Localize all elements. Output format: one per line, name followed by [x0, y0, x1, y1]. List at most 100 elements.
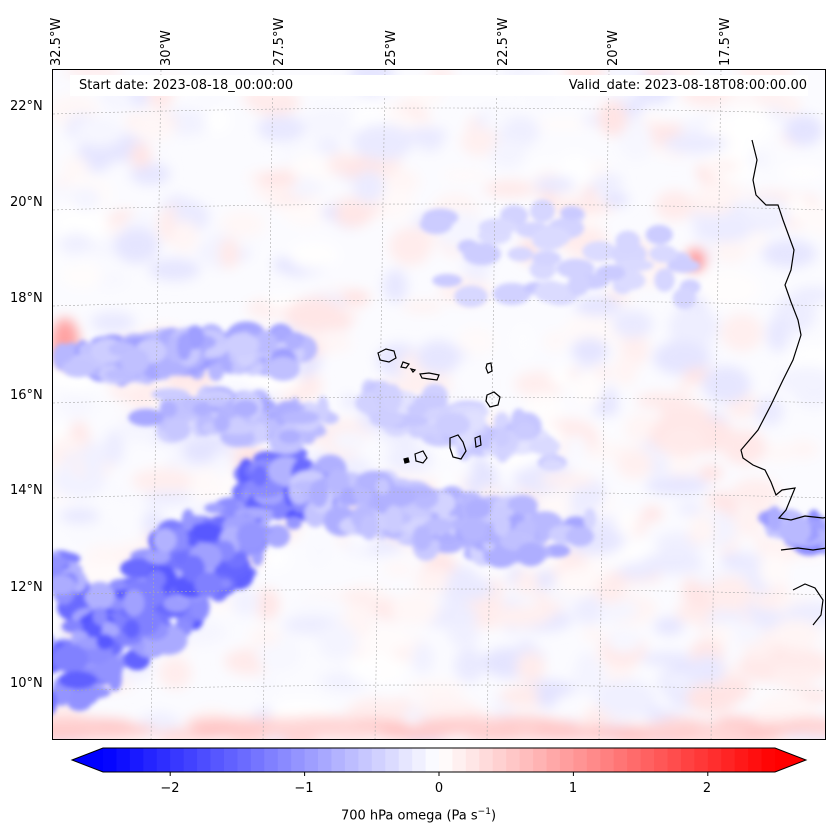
omega-cell: [616, 448, 653, 479]
omega-cell: [253, 331, 278, 355]
omega-cell: [177, 332, 192, 361]
omega-cell: [123, 619, 140, 639]
gambia-coastline: [780, 547, 825, 551]
lat-label-18n: 18°N: [10, 291, 43, 306]
omega-cell: [146, 138, 169, 159]
omega-cell: [53, 691, 58, 714]
omega-cell: [369, 410, 404, 428]
omega-cell: [420, 214, 453, 235]
omega-cell: [384, 505, 403, 534]
lon-label-32-5w: 32.5°W: [49, 17, 64, 66]
omega-cell: [709, 240, 749, 264]
omega-cell: [130, 143, 152, 168]
omega-cell: [512, 323, 534, 361]
omega-cell: [493, 513, 511, 537]
colorbar-tick-label: 2: [702, 781, 712, 796]
coastline: [377, 139, 825, 626]
colorbar-swatch: [748, 748, 763, 772]
colorbar-tick-marks: [169, 772, 709, 776]
colorbar-swatch: [264, 748, 279, 772]
omega-cell: [780, 165, 825, 181]
omega-cell: [543, 331, 567, 352]
omega-cell: [334, 202, 373, 227]
omega-cell: [615, 258, 654, 272]
omega-cell: [764, 443, 794, 463]
omega-cell: [74, 117, 124, 148]
omega-cell: [660, 424, 706, 458]
omega-cell: [207, 360, 224, 382]
colorbar-swatches: [103, 748, 776, 772]
omega-cell: [204, 503, 225, 514]
omega-cell: [532, 226, 571, 248]
omega-cell: [160, 401, 178, 418]
omega-cell: [556, 258, 595, 279]
africa-coastline: [740, 139, 825, 521]
header-background: [70, 75, 808, 96]
omega-cell: [706, 159, 741, 173]
lat-label-14n: 14°N: [10, 483, 43, 498]
omega-cell: [582, 241, 617, 262]
omega-cell: [594, 173, 624, 191]
omega-cell: [681, 323, 710, 337]
omega-cell: [90, 311, 136, 333]
valid-date-label: Valid_date: 2023-08-18T08:00:00.00: [568, 78, 807, 93]
omega-cell: [260, 723, 338, 736]
omega-cell: [635, 722, 692, 735]
colorbar-swatch: [116, 748, 131, 772]
lon-label-25w: 25°W: [384, 30, 399, 66]
omega-cell: [767, 505, 783, 532]
colorbar-swatch: [559, 748, 574, 772]
omega-cell: [708, 576, 753, 612]
omega-cell: [382, 383, 402, 413]
omega-cell: [603, 192, 630, 207]
omega-cell: [515, 422, 537, 441]
colorbar-swatch: [197, 748, 212, 772]
colorbar-tick-label: 1: [568, 781, 578, 796]
omega-cell: [564, 434, 588, 463]
omega-cell: [503, 116, 540, 147]
omega-cell: [730, 478, 781, 509]
island-brava: [403, 457, 410, 464]
colorbar-swatch: [143, 748, 158, 772]
omega-cell: [618, 121, 654, 162]
omega-cell: [219, 238, 240, 269]
omega-cell: [408, 680, 466, 697]
colorbar-swatch: [586, 748, 601, 772]
omega-cell: [407, 402, 428, 417]
omega-cell: [574, 295, 622, 317]
colorbar-swatch: [640, 748, 655, 772]
omega-cell: [251, 465, 268, 487]
omega-cell: [534, 280, 566, 303]
omega-cell: [663, 133, 728, 154]
omega-cell: [308, 533, 330, 567]
omega-cell: [694, 181, 747, 204]
omega-cell: [59, 508, 100, 524]
omega-cell: [448, 621, 480, 649]
omega-cell: [615, 230, 641, 252]
omega-cell: [653, 479, 700, 493]
omega-cell: [454, 285, 488, 308]
omega-field-map: [53, 70, 825, 739]
colorbar-swatch: [304, 748, 319, 772]
omega-cell: [206, 396, 228, 407]
omega-cell: [617, 562, 659, 580]
omega-cell: [457, 327, 496, 355]
omega-cell: [300, 107, 360, 140]
omega-cell: [489, 139, 527, 169]
omega-cell: [142, 490, 194, 506]
omega-cell: [144, 550, 171, 564]
lat-label-20n: 20°N: [10, 195, 43, 210]
island-maio: [474, 435, 482, 448]
omega-cell: [148, 258, 201, 281]
omega-cell: [191, 467, 220, 501]
colorbar-swatch: [721, 748, 736, 772]
omega-cell: [348, 662, 380, 681]
colorbar-swatch: [223, 748, 238, 772]
omega-cell: [649, 244, 678, 263]
colorbar-swatch: [492, 748, 507, 772]
omega-cell: [525, 728, 598, 739]
colorbar-swatch: [627, 748, 642, 772]
omega-cell: [66, 518, 122, 549]
colorbar-swatch: [170, 748, 185, 772]
omega-cell: [92, 607, 108, 626]
